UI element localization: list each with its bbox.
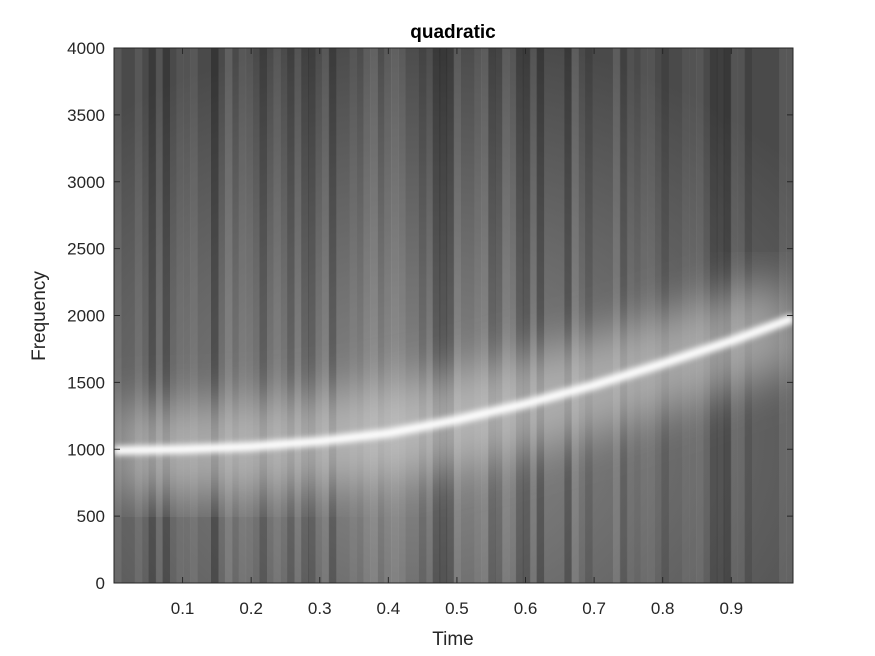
chart-title: quadratic <box>410 22 496 43</box>
spectrogram-stripe <box>536 48 545 583</box>
spectrogram-stripe <box>619 48 628 583</box>
spectrogram-stripe <box>134 48 143 583</box>
x-tick-label: 0.7 <box>582 599 606 618</box>
x-tick-label: 0.2 <box>239 599 263 618</box>
spectrogram-stripe <box>349 48 358 583</box>
x-tick-label: 0.5 <box>445 599 469 618</box>
x-tick-label: 0.3 <box>308 599 332 618</box>
spectrogram-stripe <box>439 48 448 583</box>
spectrogram-stripe <box>259 48 267 583</box>
spectrogram-stripe <box>640 48 649 583</box>
spectrogram-stripe <box>391 48 399 583</box>
spectrogram-stripe <box>571 48 579 583</box>
spectrogram-stripe <box>211 48 219 583</box>
x-tick-label: 0.4 <box>377 599 401 618</box>
chirp-ridge <box>114 313 793 456</box>
spectrogram-stripe <box>508 48 517 583</box>
spectrogram-stripe <box>502 48 510 583</box>
spectrogram-stripe <box>155 48 164 583</box>
spectrogram-stripe <box>308 48 316 583</box>
x-tick-label: 0.1 <box>171 599 195 618</box>
y-tick-label: 3000 <box>67 173 105 192</box>
spectrogram-stripe <box>238 48 247 583</box>
y-axis-ticks: 0 500 1000 1500 2000 2500 3000 3500 4000 <box>67 39 793 593</box>
spectrogram-stripe <box>432 48 441 583</box>
spectrogram-stripe <box>224 48 233 583</box>
y-tick-label: 1000 <box>67 440 105 459</box>
y-tick-label: 4000 <box>67 39 105 58</box>
spectrogram-stripe <box>328 48 337 583</box>
spectrogram-stripe <box>515 48 524 583</box>
y-tick-label: 2500 <box>67 240 105 259</box>
y-axis-label: Frequency <box>29 271 50 361</box>
spectrogram-stripe <box>370 48 378 583</box>
spectrogram-stripe <box>321 48 330 583</box>
spectrogram-stripe <box>626 48 635 583</box>
spectrogram-stripe <box>418 48 427 583</box>
y-tick-label: 0 <box>96 574 105 593</box>
y-tick-label: 500 <box>77 507 105 526</box>
spectrogram-stripe <box>585 48 593 583</box>
spectrogram-stripe <box>176 48 184 583</box>
spectrogram-stripe <box>446 48 455 583</box>
spectrogram-stripe <box>481 48 489 583</box>
spectrogram-stripe <box>245 48 254 583</box>
spectrogram-stripe <box>273 48 281 583</box>
y-tick-label: 2000 <box>67 307 105 326</box>
spectrogram-stripe <box>294 48 302 583</box>
spectrogram-stripe <box>488 48 496 583</box>
spectrogram-stripe <box>647 48 655 583</box>
spectrogram-stripe <box>522 48 531 583</box>
spectrogram-stripe <box>384 48 392 583</box>
spectrogram-stripe <box>474 48 482 583</box>
spectrogram-stripe <box>183 48 191 583</box>
spectrogram-stripe <box>363 48 371 583</box>
x-tick-label: 0.6 <box>514 599 538 618</box>
spectrogram-stripe <box>398 48 406 583</box>
x-tick-label: 0.8 <box>651 599 675 618</box>
y-tick-label: 1500 <box>67 373 105 392</box>
spectrogram-stripe <box>148 48 157 583</box>
x-axis-ticks: 0.1 0.2 0.3 0.4 0.5 0.6 0.7 0.8 0.9 <box>171 48 743 618</box>
spectrogram-stripe <box>529 48 538 583</box>
spectrogram-stripe <box>564 48 572 583</box>
spectrogram-stripe <box>612 48 621 583</box>
plot-area <box>113 47 794 584</box>
x-axis-label: Time <box>432 629 474 650</box>
spectrogram-stripe <box>453 48 461 583</box>
spectrogram-stripe <box>287 48 295 583</box>
y-tick-label: 3500 <box>67 106 105 125</box>
spectrogram-stripe <box>301 48 309 583</box>
x-tick-label: 0.9 <box>719 599 743 618</box>
spectrogram-stripe <box>162 48 170 583</box>
spectrogram-stripe <box>495 48 503 583</box>
spectrogram-stripe <box>190 48 198 583</box>
